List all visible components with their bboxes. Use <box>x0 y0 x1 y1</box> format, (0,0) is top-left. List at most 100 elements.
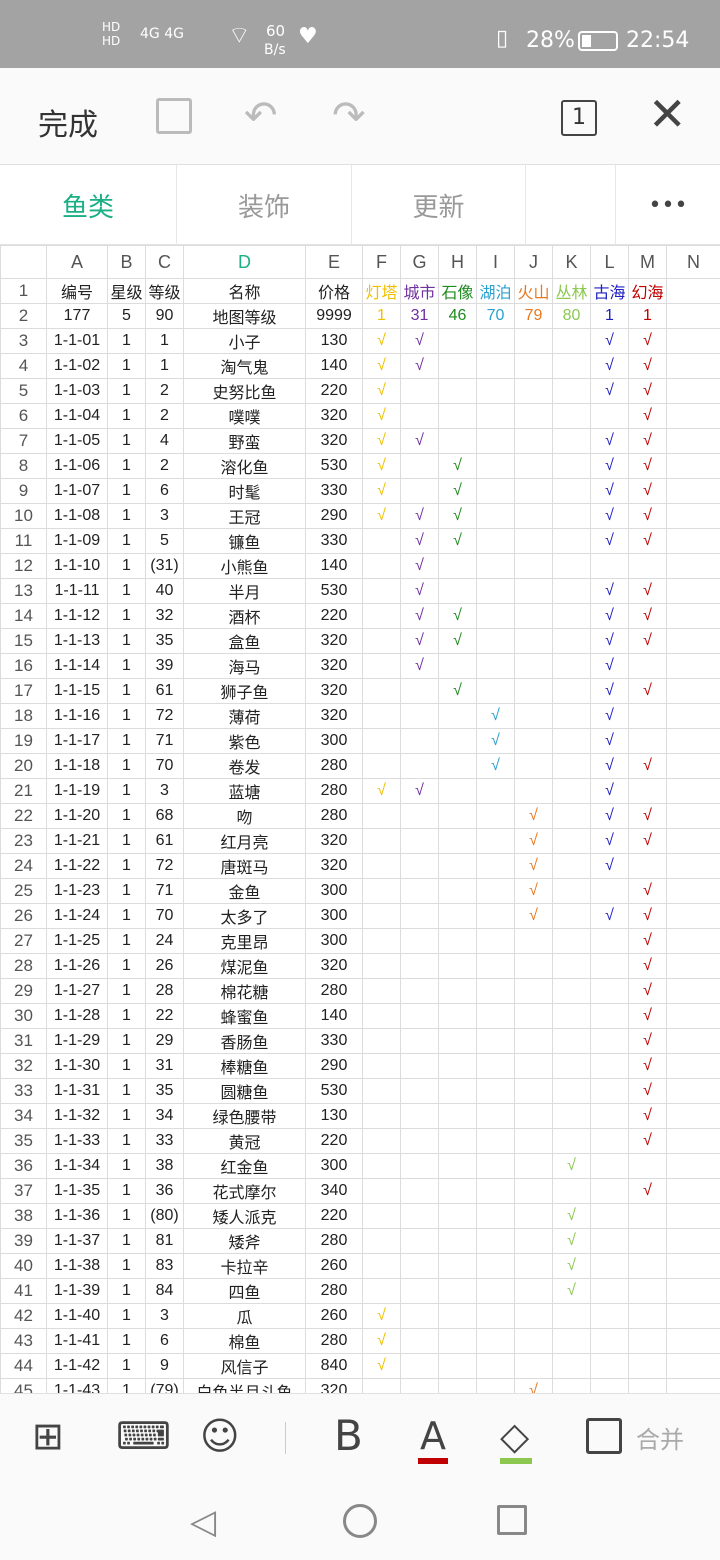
select-all-corner[interactable] <box>0 245 47 279</box>
star-cell[interactable]: 1 <box>107 1253 146 1279</box>
check-cell-L[interactable] <box>590 1153 629 1179</box>
check-cell-G[interactable] <box>400 1378 439 1393</box>
row-header[interactable]: 4 <box>0 353 47 379</box>
check-cell-F[interactable] <box>362 953 401 979</box>
name-cell[interactable]: 矮斧 <box>183 1228 306 1254</box>
star-cell[interactable]: 1 <box>107 678 146 704</box>
check-cell-I[interactable] <box>476 978 515 1004</box>
check-cell-J[interactable] <box>514 478 553 504</box>
price-cell[interactable]: 320 <box>305 653 363 679</box>
check-cell-J[interactable] <box>514 453 553 479</box>
column-header-E[interactable]: E <box>305 245 363 279</box>
level-cell[interactable]: 61 <box>145 678 184 704</box>
star-cell[interactable]: 1 <box>107 803 146 829</box>
check-cell-J[interactable] <box>514 1003 553 1029</box>
check-cell-K[interactable] <box>552 1128 591 1154</box>
check-cell-M[interactable] <box>628 1253 667 1279</box>
check-cell-G[interactable] <box>400 1128 439 1154</box>
tab-update[interactable]: 更新 <box>352 165 526 245</box>
check-cell-J[interactable] <box>514 528 553 554</box>
more-tabs-button[interactable]: ••• <box>648 192 688 218</box>
check-mark-L[interactable]: √ <box>590 628 629 654</box>
check-cell-I[interactable] <box>476 528 515 554</box>
row-header[interactable]: 15 <box>0 628 47 654</box>
check-cell-H[interactable] <box>438 428 477 454</box>
check-cell-J[interactable] <box>514 928 553 954</box>
check-cell-G[interactable] <box>400 378 439 404</box>
check-cell-H[interactable] <box>438 1028 477 1054</box>
check-mark-G[interactable]: √ <box>400 553 439 579</box>
check-cell-H[interactable] <box>438 1203 477 1229</box>
check-cell-L[interactable] <box>590 1328 629 1354</box>
check-cell-I[interactable] <box>476 1003 515 1029</box>
empty-cell[interactable] <box>666 453 720 479</box>
check-mark-L[interactable]: √ <box>590 828 629 854</box>
level-cell[interactable]: 34 <box>145 1103 184 1129</box>
check-cell-H[interactable] <box>438 1353 477 1379</box>
check-cell-K[interactable] <box>552 978 591 1004</box>
check-cell-H[interactable] <box>438 553 477 579</box>
empty-cell[interactable] <box>666 978 720 1004</box>
price-cell[interactable]: 320 <box>305 678 363 704</box>
level-cell[interactable]: 地图等级 <box>183 303 306 329</box>
empty-cell[interactable] <box>666 1178 720 1204</box>
check-cell-J[interactable] <box>514 1228 553 1254</box>
empty-cell[interactable] <box>666 1353 720 1379</box>
level-cell[interactable]: 79 <box>514 303 553 329</box>
check-cell-K[interactable] <box>552 1053 591 1079</box>
price-cell[interactable]: 530 <box>305 1078 363 1104</box>
name-cell[interactable]: 王冠 <box>183 503 306 529</box>
check-mark-L[interactable]: √ <box>590 678 629 704</box>
price-cell[interactable]: 260 <box>305 1253 363 1279</box>
level-cell[interactable]: 71 <box>145 728 184 754</box>
check-mark-M[interactable]: √ <box>628 1103 667 1129</box>
check-cell-I[interactable] <box>476 503 515 529</box>
check-mark-M[interactable]: √ <box>628 1003 667 1029</box>
check-cell-H[interactable] <box>438 803 477 829</box>
check-mark-L[interactable]: √ <box>590 703 629 729</box>
check-cell-J[interactable] <box>514 1153 553 1179</box>
level-cell[interactable]: 80 <box>552 303 591 329</box>
level-cell[interactable]: 38 <box>145 1153 184 1179</box>
star-cell[interactable]: 1 <box>107 478 146 504</box>
row-header[interactable]: 27 <box>0 928 47 954</box>
check-cell-M[interactable] <box>628 853 667 879</box>
check-cell-J[interactable] <box>514 1328 553 1354</box>
star-cell[interactable]: 1 <box>107 578 146 604</box>
check-cell-J[interactable] <box>514 628 553 654</box>
check-cell-F[interactable] <box>362 803 401 829</box>
name-cell[interactable]: 花式摩尔 <box>183 1178 306 1204</box>
id-cell[interactable]: 1-1-14 <box>46 653 108 679</box>
check-cell-G[interactable] <box>400 1303 439 1329</box>
price-cell[interactable]: 280 <box>305 753 363 779</box>
check-cell-G[interactable] <box>400 403 439 429</box>
check-cell-K[interactable] <box>552 1353 591 1379</box>
row-header[interactable]: 39 <box>0 1228 47 1254</box>
name-cell[interactable]: 风信子 <box>183 1353 306 1379</box>
level-cell[interactable]: 6 <box>145 478 184 504</box>
level-cell[interactable]: 35 <box>145 1078 184 1104</box>
price-cell[interactable]: 280 <box>305 1278 363 1304</box>
level-cell[interactable]: 33 <box>145 1128 184 1154</box>
row-header[interactable]: 25 <box>0 878 47 904</box>
header-cell[interactable]: 火山 <box>514 278 553 304</box>
empty-cell[interactable] <box>666 803 720 829</box>
name-cell[interactable]: 矮人派克 <box>183 1203 306 1229</box>
name-cell[interactable]: 白色半月斗鱼 <box>183 1378 306 1393</box>
name-cell[interactable]: 卡拉辛 <box>183 1253 306 1279</box>
check-cell-F[interactable] <box>362 528 401 554</box>
level-cell[interactable]: 90 <box>145 303 184 329</box>
check-cell-J[interactable] <box>514 653 553 679</box>
price-cell[interactable]: 140 <box>305 553 363 579</box>
check-cell-J[interactable] <box>514 1103 553 1129</box>
row-header[interactable]: 3 <box>0 328 47 354</box>
id-cell[interactable]: 1-1-26 <box>46 953 108 979</box>
check-mark-L[interactable]: √ <box>590 453 629 479</box>
check-mark-G[interactable]: √ <box>400 778 439 804</box>
check-cell-J[interactable] <box>514 953 553 979</box>
check-mark-H[interactable]: √ <box>438 503 477 529</box>
check-cell-L[interactable] <box>590 1378 629 1393</box>
row-header[interactable]: 31 <box>0 1028 47 1054</box>
row-header[interactable]: 1 <box>0 278 47 304</box>
check-cell-G[interactable] <box>400 453 439 479</box>
